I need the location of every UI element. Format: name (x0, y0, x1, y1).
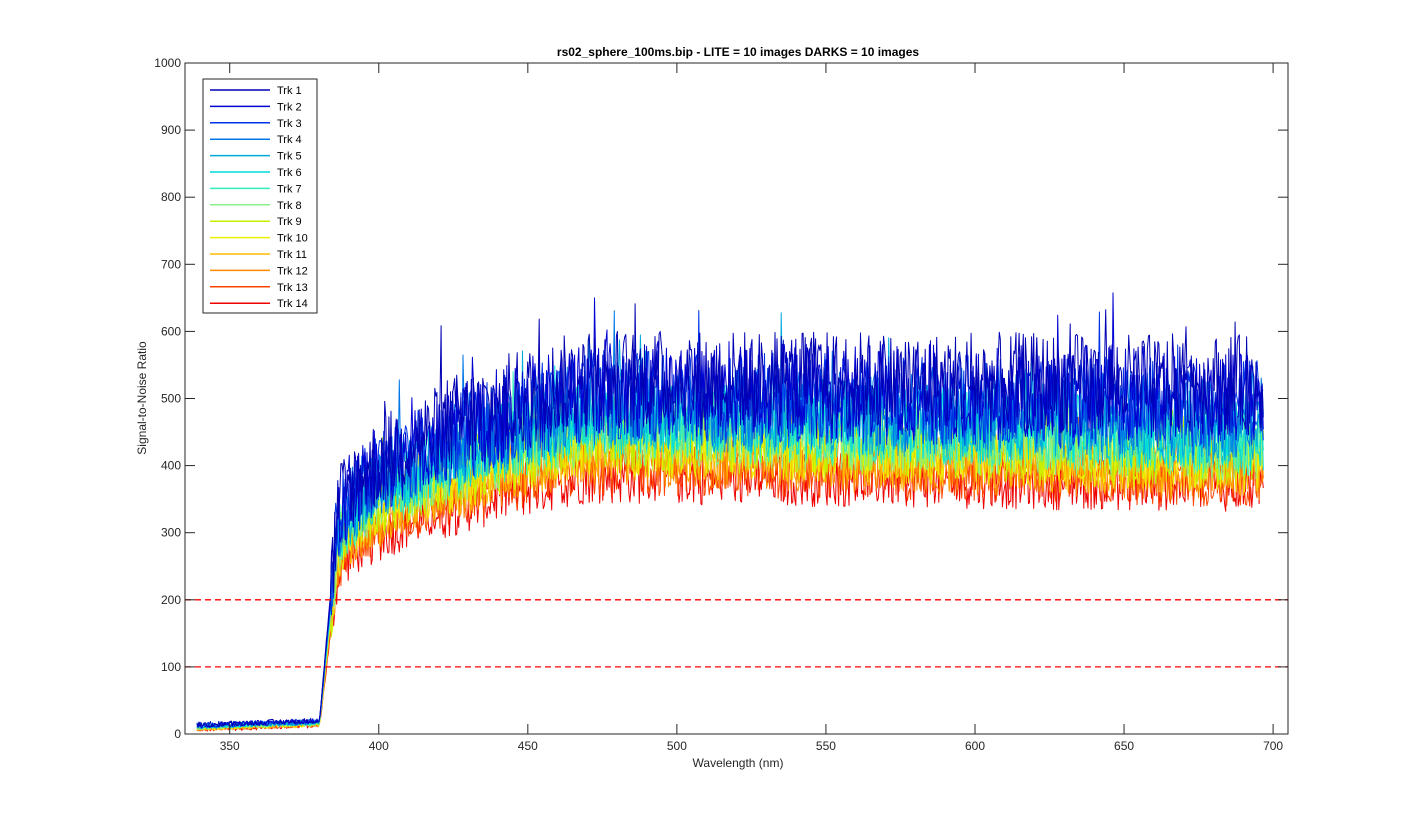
legend-label: Trk 8 (277, 200, 302, 212)
legend: Trk 1 Trk 2 Trk 3 Trk 4 Trk 5 Trk 6 Trk 7 Trk 8… (202, 78, 318, 314)
x-tick-label: 500 (667, 739, 687, 753)
legend-entry-trk-12: Trk 12 (210, 265, 308, 277)
legend-box (202, 78, 318, 314)
legend-entry-trk-2: Trk 2 (210, 101, 302, 113)
legend-label: Trk 2 (277, 101, 302, 113)
y-tick-label: 800 (161, 190, 181, 204)
y-tick-label: 200 (161, 593, 181, 607)
legend-entry-trk-14: Trk 14 (210, 298, 308, 310)
legend-label: Trk 6 (277, 167, 302, 179)
y-tick-label: 100 (161, 660, 181, 674)
legend-entry-trk-1: Trk 1 (210, 85, 302, 97)
legend-entry-trk-5: Trk 5 (210, 151, 302, 163)
legend-entry-trk-3: Trk 3 (210, 118, 302, 130)
series-layer (196, 292, 1264, 732)
legend-entry-trk-13: Trk 13 (210, 282, 308, 294)
legend-label: Trk 5 (277, 151, 302, 163)
x-tick-label: 600 (965, 739, 985, 753)
legend-entry-trk-11: Trk 11 (210, 249, 307, 261)
y-tick-label: 400 (161, 459, 181, 473)
legend-entry-trk-7: Trk 7 (210, 183, 302, 195)
legend-entry-trk-8: Trk 8 (210, 200, 302, 212)
legend-label: Trk 10 (277, 233, 308, 245)
x-tick-label: 350 (220, 739, 240, 753)
legend-label: Trk 3 (277, 118, 302, 130)
legend-label: Trk 12 (277, 265, 308, 277)
chart-title: rs02_sphere_100ms.bip - LITE = 10 images… (557, 45, 920, 59)
legend-label: Trk 1 (277, 85, 302, 97)
x-axis-label: Wavelength (nm) (693, 756, 784, 770)
y-tick-label: 700 (161, 257, 181, 271)
legend-entry-trk-9: Trk 9 (210, 216, 302, 228)
x-tick-label: 400 (369, 739, 389, 753)
reference-lines (185, 599, 1288, 668)
y-tick-label: 300 (161, 526, 181, 540)
legend-label: Trk 4 (277, 134, 302, 146)
legend-label: Trk 13 (277, 282, 308, 294)
y-axis-label: Signal-to-Noise Ratio (135, 341, 149, 455)
legend-entry-trk-4: Trk 4 (210, 134, 302, 146)
series-line-trk-1 (196, 303, 1264, 727)
x-axis-ticks: 350 400 450 500 550 600 650 700 (220, 63, 1283, 753)
y-axis-ticks: 0 100 200 300 400 500 600 700 800 900 1000 (154, 56, 1288, 741)
legend-label: Trk 11 (277, 249, 307, 261)
legend-entry-trk-10: Trk 10 (210, 233, 308, 245)
series-line-trk-2 (196, 292, 1264, 728)
legend-entry-trk-6: Trk 6 (210, 167, 302, 179)
y-tick-label: 0 (174, 727, 181, 741)
y-tick-label: 500 (161, 392, 181, 406)
x-tick-label: 450 (518, 739, 538, 753)
legend-label: Trk 7 (277, 183, 302, 195)
legend-label: Trk 14 (277, 298, 308, 310)
x-tick-label: 700 (1263, 739, 1283, 753)
x-tick-label: 550 (816, 739, 836, 753)
series-line-trk-11 (196, 410, 1264, 731)
x-tick-label: 650 (1114, 739, 1134, 753)
y-tick-label: 600 (161, 324, 181, 338)
legend-label: Trk 9 (277, 216, 302, 228)
y-tick-label: 900 (161, 123, 181, 137)
y-tick-label: 1000 (154, 56, 181, 70)
